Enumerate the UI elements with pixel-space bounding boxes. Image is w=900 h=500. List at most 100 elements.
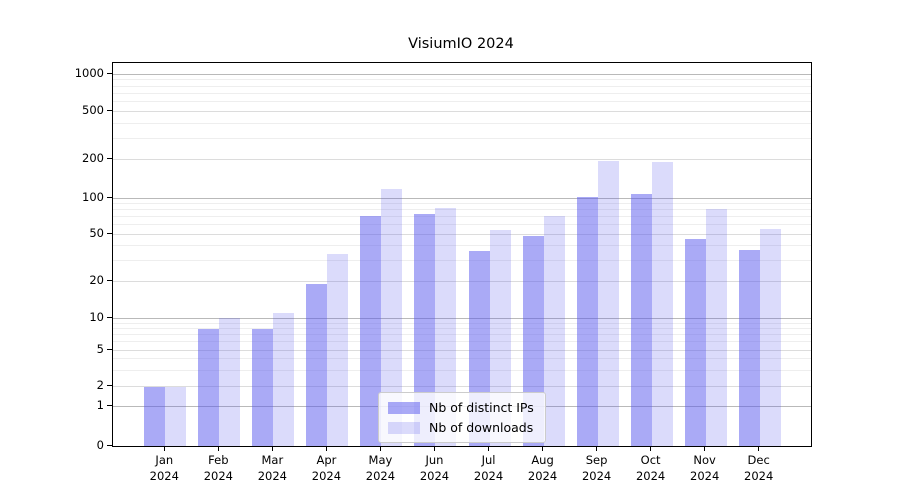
bar-downloads-may: [381, 188, 403, 446]
bar-downloads-dec: [759, 229, 781, 446]
bar-downloads-feb: [219, 318, 241, 446]
gridline-minor: [113, 85, 811, 87]
legend-swatch-distinct-ips: [388, 401, 420, 414]
bar-downloads-mar: [273, 313, 295, 446]
y-tick-label: 1: [96, 397, 104, 412]
y-tick-mark: [107, 158, 112, 160]
y-tick-mark: [107, 444, 112, 446]
bar-ips-dec: [738, 249, 760, 446]
gridline: [113, 280, 811, 282]
x-tick-label: Mar 2024: [257, 453, 287, 483]
y-tick-label: 10: [89, 309, 104, 324]
y-tick-mark: [107, 316, 112, 318]
gridline-minor: [113, 358, 811, 360]
gridline-minor: [113, 369, 811, 371]
x-tick-mark: [542, 446, 544, 451]
gridline-minor: [113, 245, 811, 247]
x-tick-label: Jun 2024: [419, 453, 450, 483]
bar-ips-jun: [414, 213, 436, 446]
bar-ips-may: [360, 215, 382, 446]
bar-ips-jan: [144, 386, 166, 446]
x-tick-mark: [433, 446, 436, 451]
gridline-minor: [113, 137, 811, 139]
legend: Nb of distinct IPs Nb of downloads: [378, 392, 546, 443]
y-tick-label: 5: [96, 341, 104, 356]
y-tick-label: 0: [96, 437, 104, 452]
gridline-minor: [113, 334, 811, 336]
x-tick-mark: [325, 446, 328, 451]
x-tick-mark: [217, 446, 220, 451]
x-tick-mark: [704, 446, 706, 451]
x-tick-label: Jul 2024: [473, 453, 504, 483]
gridline-minor: [113, 101, 811, 103]
gridline: [113, 317, 811, 319]
x-tick-label: Dec 2024: [744, 453, 774, 483]
y-tick-label: 1000: [74, 65, 104, 80]
y-tick-mark: [107, 385, 112, 387]
y-tick-label: 100: [82, 189, 104, 204]
bar-ips-sep: [576, 197, 598, 446]
gridline-minor: [113, 322, 811, 324]
x-tick-mark: [650, 446, 652, 451]
legend-item-downloads: Nb of downloads: [388, 420, 534, 435]
y-tick-mark: [107, 348, 112, 350]
y-tick-mark: [107, 404, 112, 406]
x-tick-label: Feb 2024: [203, 453, 233, 483]
gridline-minor: [113, 259, 811, 261]
bar-ips-nov: [684, 238, 706, 446]
gridline-minor: [113, 122, 811, 124]
plot-area: [112, 62, 812, 447]
y-tick-mark: [107, 279, 112, 281]
x-tick-label: Oct 2024: [635, 453, 666, 483]
y-tick-mark: [107, 196, 112, 198]
gridline-minor: [113, 79, 811, 81]
y-tick-label: 200: [82, 151, 104, 166]
gridline: [113, 159, 811, 161]
gridline: [113, 73, 811, 75]
gridline-minor: [113, 203, 811, 205]
bar-downloads-oct: [651, 161, 673, 446]
y-tick-label: 500: [82, 103, 104, 118]
x-tick-mark: [163, 446, 165, 451]
x-tick-mark: [758, 446, 760, 451]
gridline-minor: [113, 93, 811, 95]
bar-ips-apr: [306, 283, 328, 446]
bar-downloads-apr: [327, 253, 349, 446]
x-tick-label: Jan 2024: [149, 453, 179, 483]
gridline: [113, 386, 811, 388]
bar-downloads-jan: [165, 386, 187, 446]
bar-downloads-sep: [597, 160, 619, 446]
x-tick-mark: [379, 446, 382, 451]
gridline-minor: [113, 224, 811, 226]
gridline: [113, 349, 811, 351]
gridline: [113, 111, 811, 113]
chart-title: VisiumIO 2024: [408, 36, 514, 52]
legend-label-distinct-ips: Nb of distinct IPs: [429, 400, 534, 415]
x-tick-mark: [488, 446, 490, 451]
x-tick-label: Nov 2024: [690, 453, 720, 483]
x-tick-label: May 2024: [365, 453, 396, 483]
y-tick-label: 20: [89, 272, 104, 287]
gridline: [113, 197, 811, 199]
y-tick-mark: [107, 232, 112, 234]
x-tick-label: Sep 2024: [581, 453, 612, 483]
gridline-minor: [113, 209, 811, 211]
x-tick-label: Apr 2024: [311, 453, 342, 483]
bar-downloads-nov: [705, 209, 727, 446]
gridline-minor: [113, 216, 811, 218]
legend-label-downloads: Nb of downloads: [429, 420, 534, 435]
gridline-minor: [113, 341, 811, 343]
y-tick-mark: [107, 72, 112, 74]
x-tick-mark: [596, 446, 598, 451]
bar-downloads-aug: [543, 215, 565, 446]
y-tick-label: 50: [89, 225, 104, 240]
bar-downloads-jun: [435, 207, 457, 446]
legend-swatch-downloads: [388, 421, 420, 434]
y-tick-label: 2: [96, 378, 104, 393]
x-tick-mark: [271, 446, 274, 451]
x-tick-label: Aug 2024: [527, 453, 558, 483]
bar-ips-feb: [198, 328, 220, 446]
y-tick-mark: [107, 110, 112, 112]
bar-ips-mar: [252, 328, 274, 446]
gridline-minor: [113, 328, 811, 330]
